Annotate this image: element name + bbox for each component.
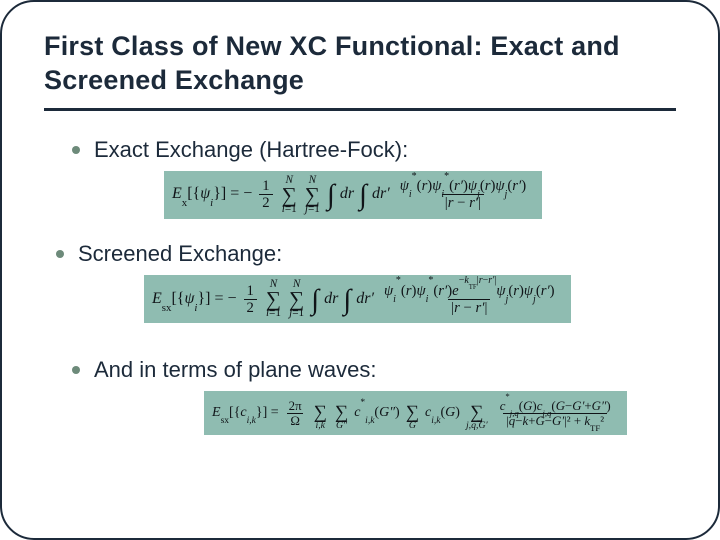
bullet-list: Exact Exchange (Hartree-Fock): Ex[{ψi}] … — [44, 137, 676, 435]
list-item: And in terms of plane waves: — [72, 357, 676, 383]
title-underline — [44, 108, 676, 111]
slide-frame: First Class of New XC Functional: Exact … — [0, 0, 720, 540]
equation-exact-exchange: Ex[{ψi}] = − 12 N∑i=1 N∑j=1 ∫dr ∫dr′ ψi*… — [164, 171, 542, 219]
equation-block: Esx[{ψi}] = − 12 N∑i=1 N∑j=1 ∫dr ∫dr′ ψi… — [144, 275, 676, 323]
equation-screened-exchange: Esx[{ψi}] = − 12 N∑i=1 N∑j=1 ∫dr ∫dr′ ψi… — [144, 275, 571, 323]
slide-title: First Class of New XC Functional: Exact … — [44, 30, 676, 98]
bullet-label: Exact Exchange (Hartree-Fock): — [94, 137, 408, 163]
equation-block: Ex[{ψi}] = − 12 N∑i=1 N∑j=1 ∫dr ∫dr′ ψi*… — [164, 171, 676, 219]
bullet-label: Screened Exchange: — [78, 241, 282, 267]
equation-plane-waves: Esx[{ci,k}] = 2πΩ ∑i,k ∑G″ c*i,k(G″) ∑G … — [204, 391, 627, 434]
list-item: Exact Exchange (Hartree-Fock): — [72, 137, 676, 163]
bullet-icon — [56, 250, 64, 258]
bullet-label: And in terms of plane waves: — [94, 357, 376, 383]
list-item: Screened Exchange: — [56, 241, 676, 267]
equation-block: Esx[{ci,k}] = 2πΩ ∑i,k ∑G″ c*i,k(G″) ∑G … — [204, 391, 676, 434]
bullet-icon — [72, 146, 80, 154]
bullet-icon — [72, 366, 80, 374]
